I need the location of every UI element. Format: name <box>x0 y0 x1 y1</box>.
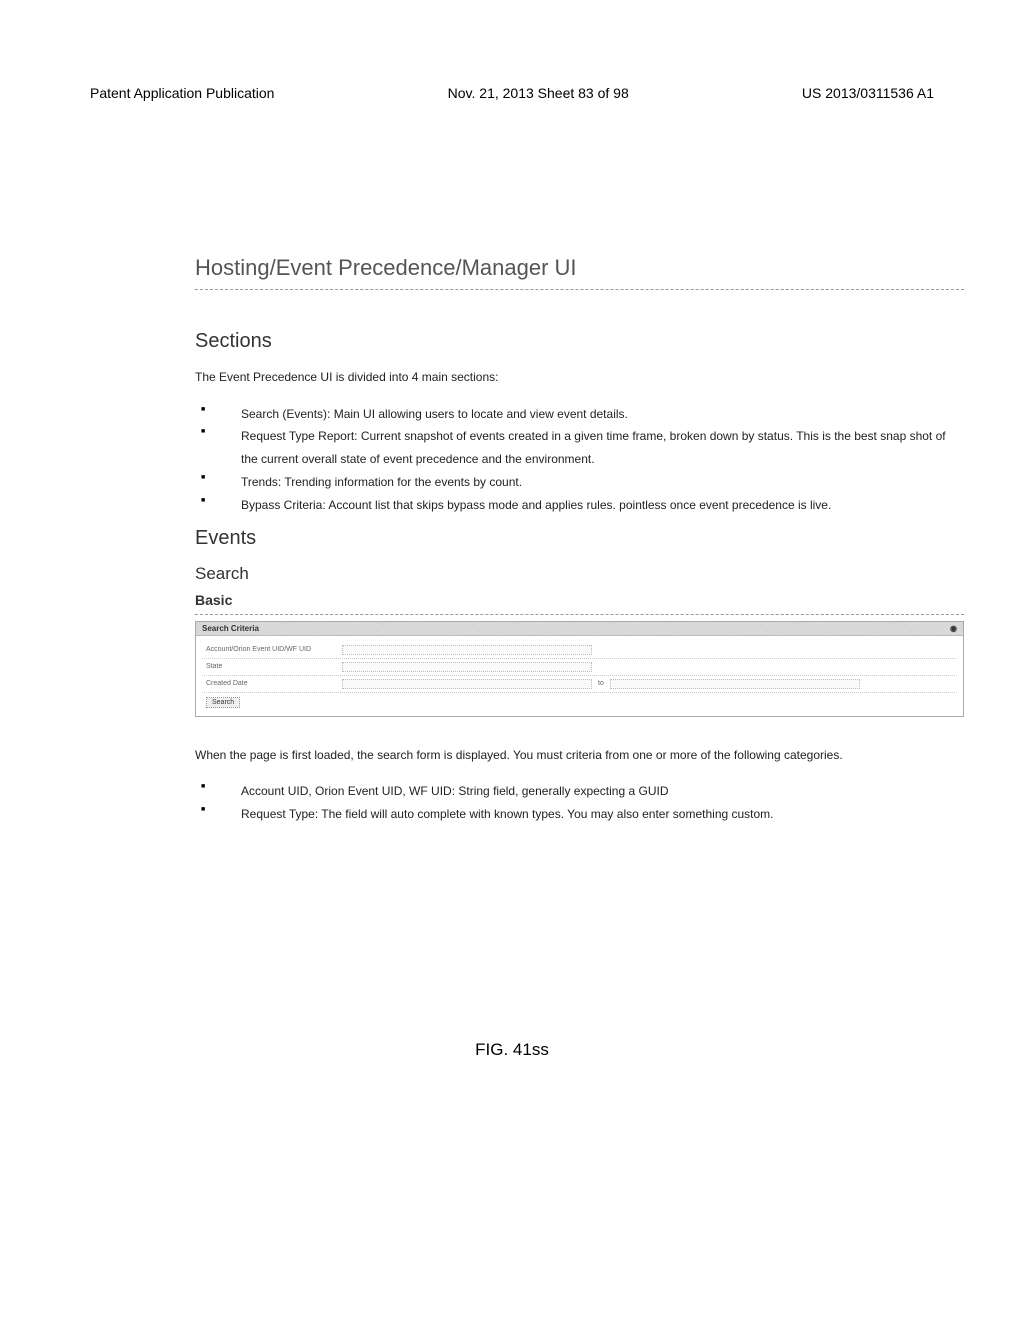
events-heading: Events <box>195 527 964 550</box>
list-item: Account UID, Orion Event UID, WF UID: St… <box>195 780 964 803</box>
criteria-list: Account UID, Orion Event UID, WF UID: St… <box>195 780 964 826</box>
search-button-row: Search <box>202 693 957 710</box>
sections-list: Search (Events): Main UI allowing users … <box>195 403 964 517</box>
to-label: to <box>598 680 604 687</box>
search-heading: Search <box>195 564 964 584</box>
search-panel-body: Account/Orion Event UID/WF UID State Cre… <box>196 636 963 716</box>
figure-label: FIG. 41ss <box>0 1040 1024 1060</box>
list-item: Bypass Criteria: Account list that skips… <box>195 494 964 517</box>
uid-label: Account/Orion Event UID/WF UID <box>202 646 342 653</box>
created-date-to-input[interactable] <box>610 679 860 689</box>
uid-input[interactable] <box>342 645 592 655</box>
collapse-icon[interactable]: ◉ <box>950 624 957 633</box>
list-item: Search (Events): Main UI allowing users … <box>195 403 964 426</box>
header-center: Nov. 21, 2013 Sheet 83 of 98 <box>448 85 629 101</box>
search-row-state: State <box>202 659 957 676</box>
search-criteria-panel: Search Criteria ◉ Account/Orion Event UI… <box>195 621 964 717</box>
sections-heading: Sections <box>195 330 964 353</box>
header-right: US 2013/0311536 A1 <box>802 85 934 101</box>
search-panel-title: Search Criteria <box>202 624 259 633</box>
sections-intro: The Event Precedence UI is divided into … <box>195 367 964 389</box>
after-search-text: When the page is first loaded, the searc… <box>195 745 964 767</box>
created-date-from-input[interactable] <box>342 679 592 689</box>
list-item: Request Type Report: Current snapshot of… <box>195 425 964 471</box>
search-row-created-date: Created Date to <box>202 676 957 693</box>
search-row-uid: Account/Orion Event UID/WF UID <box>202 642 957 659</box>
state-input[interactable] <box>342 662 592 672</box>
list-item: Trends: Trending information for the eve… <box>195 471 964 494</box>
search-panel-header: Search Criteria ◉ <box>196 622 963 636</box>
created-date-label: Created Date <box>202 680 342 687</box>
basic-heading: Basic <box>195 592 964 615</box>
header-left: Patent Application Publication <box>90 85 274 101</box>
state-label: State <box>202 663 342 670</box>
page-header: Patent Application Publication Nov. 21, … <box>90 85 934 101</box>
list-item: Request Type: The field will auto comple… <box>195 803 964 826</box>
main-content: Hosting/Event Precedence/Manager UI Sect… <box>195 255 964 836</box>
search-button[interactable]: Search <box>206 697 240 708</box>
page-title: Hosting/Event Precedence/Manager UI <box>195 255 964 290</box>
